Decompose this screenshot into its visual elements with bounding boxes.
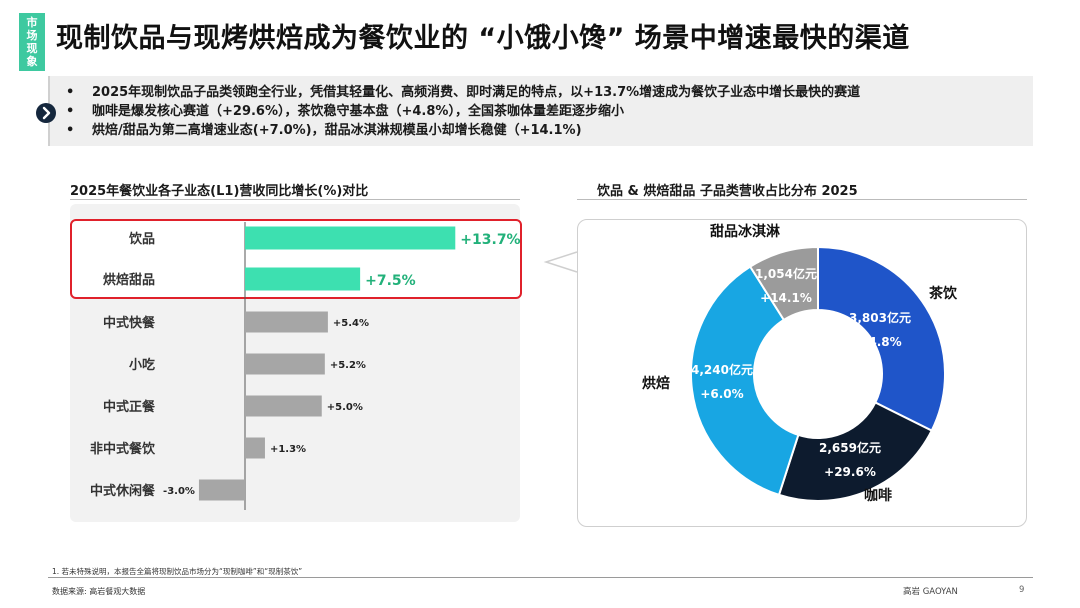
data-source: 数据来源: 高岩餐观大数据 bbox=[52, 587, 146, 596]
bar-chart-title: 2025年餐饮业各子业态(L1)营收同比增长(%)对比 bbox=[70, 184, 369, 199]
callout-pointer bbox=[543, 251, 578, 273]
summary-point: • 咖啡是爆发核心赛道（+29.6%），茶饮稳守基本盘（+4.8%），全国茶咖体量… bbox=[66, 102, 860, 121]
footnote: 1. 若未特殊说明，本报告全篇将现制饮品市场分为“现制咖啡”和“现制茶饮” bbox=[52, 567, 303, 576]
category-label: 中式快餐 bbox=[103, 315, 156, 331]
bar-chart-title-divider bbox=[70, 199, 520, 200]
slice-growth-label: +6.0% bbox=[700, 387, 743, 401]
category-label: 中式休闲餐 bbox=[90, 483, 156, 499]
value-label: -3.0% bbox=[163, 486, 195, 497]
bar-6 bbox=[245, 437, 265, 459]
slice-name-label: 茶饮 bbox=[928, 285, 958, 302]
page-number: 9 bbox=[1019, 585, 1025, 595]
value-label: +5.0% bbox=[327, 402, 363, 413]
value-label: +5.4% bbox=[333, 318, 369, 329]
summary-point-text: 2025年现制饮品子品类领跑全行业，凭借其轻量化、高频消费、即时满足的特点，以+… bbox=[92, 85, 861, 100]
page-title: 现制饮品与现烤烘焙成为餐饮业的 “小饿小馋” 场景中增速最快的渠道 bbox=[56, 23, 910, 54]
bullet-icon: • bbox=[66, 123, 75, 138]
summary-box: • 2025年现制饮品子品类领跑全行业，凭借其轻量化、高频消费、即时满足的特点，以… bbox=[48, 76, 1033, 146]
chevron-right-icon bbox=[36, 103, 56, 123]
pie-chart-title: 饮品 & 烘焙甜品 子品类营收占比分布 2025 bbox=[597, 184, 858, 199]
category-label: 小吃 bbox=[129, 357, 155, 373]
summary-point-text: 烘焙/甜品为第二高增速业态(+7.0%)，甜品冰淇淋规模虽小却增长稳健（+14.… bbox=[92, 123, 582, 138]
donut-slice-2 bbox=[777, 401, 934, 502]
section-tag-char: 象 bbox=[26, 55, 38, 68]
section-tag-char: 市 bbox=[26, 16, 38, 29]
bullet-icon: • bbox=[66, 85, 75, 100]
bar-4 bbox=[245, 353, 325, 375]
bar-3 bbox=[245, 311, 328, 333]
pie-chart-title-divider bbox=[577, 199, 1027, 200]
summary-point: • 烘焙/甜品为第二高增速业态(+7.0%)，甜品冰淇淋规模虽小却增长稳健（+14… bbox=[66, 121, 860, 140]
brand-name: 高岩 GAOYAN bbox=[903, 587, 958, 597]
bar-1 bbox=[245, 226, 456, 250]
category-label: 中式正餐 bbox=[103, 399, 156, 415]
footer-divider bbox=[48, 577, 1033, 578]
donut-slice-1 bbox=[817, 245, 946, 432]
category-label: 饮品 bbox=[128, 231, 155, 247]
category-label: 烘焙甜品 bbox=[103, 272, 155, 288]
slice-name-label: 甜品冰淇淋 bbox=[710, 223, 780, 240]
slice-growth-label: +14.1% bbox=[760, 291, 812, 305]
value-label: +5.2% bbox=[330, 360, 366, 371]
bullet-icon: • bbox=[66, 104, 75, 119]
section-tag: 市 场 现 象 bbox=[19, 13, 45, 71]
donut-slice-4 bbox=[748, 245, 819, 322]
summary-list: • 2025年现制饮品子品类领跑全行业，凭借其轻量化、高频消费、即时满足的特点，以… bbox=[66, 83, 860, 140]
slice-growth-label: +29.6% bbox=[824, 465, 876, 479]
bar-7 bbox=[198, 479, 245, 501]
donut-slice-3 bbox=[690, 265, 800, 497]
slice-growth-label: +4.8% bbox=[858, 335, 901, 349]
summary-point-text: 咖啡是爆发核心赛道（+29.6%），茶饮稳守基本盘（+4.8%），全国茶咖体量差… bbox=[92, 104, 624, 119]
value-label: +7.5% bbox=[365, 273, 416, 289]
value-label: +13.7% bbox=[460, 232, 520, 248]
slice-amount-label: 2,659亿元 bbox=[819, 440, 881, 455]
slice-name-label: 烘焙 bbox=[642, 375, 670, 392]
slice-name-label: 咖啡 bbox=[864, 487, 892, 504]
slice-amount-label: 1,054亿元 bbox=[755, 266, 817, 281]
slice-amount-label: 4,240亿元 bbox=[691, 362, 753, 377]
section-tag-char: 场 bbox=[26, 29, 38, 42]
slice-amount-label: 3,803亿元 bbox=[849, 310, 911, 325]
section-tag-char: 现 bbox=[26, 42, 38, 55]
bar-5 bbox=[245, 395, 322, 417]
summary-point: • 2025年现制饮品子品类领跑全行业，凭借其轻量化、高频消费、即时满足的特点，以… bbox=[66, 83, 860, 102]
category-label: 非中式餐饮 bbox=[90, 441, 156, 457]
bar-2 bbox=[245, 267, 361, 291]
value-label: +1.3% bbox=[270, 444, 306, 455]
